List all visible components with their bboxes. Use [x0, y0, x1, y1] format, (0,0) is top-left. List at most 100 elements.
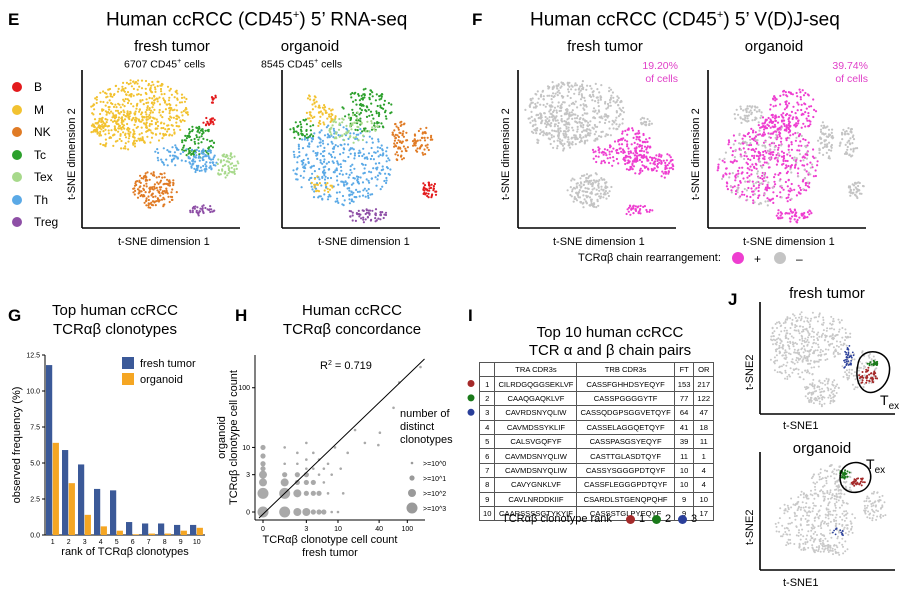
cell-point [413, 142, 416, 145]
cell-point [823, 379, 826, 382]
cell-point [582, 103, 585, 106]
cell-point [399, 155, 403, 158]
cell-point [639, 208, 642, 211]
cell-point [609, 156, 612, 159]
cell-point [104, 143, 107, 146]
cell-point [817, 395, 819, 398]
cell-point [816, 399, 819, 402]
cell-point [112, 114, 115, 117]
cell-point [310, 185, 313, 188]
cell-point [184, 106, 188, 110]
cell-point [757, 176, 760, 179]
cell-point [363, 96, 366, 99]
cell-point [811, 373, 814, 375]
cell-point [321, 162, 324, 165]
cell-point [788, 352, 790, 355]
cell-point [838, 144, 841, 147]
cell-point [812, 148, 815, 151]
cell-point [201, 205, 204, 208]
cell-point [782, 151, 785, 155]
y-tick-label: 10.0 [26, 389, 40, 396]
cell-point [804, 341, 806, 344]
cell-point [95, 101, 98, 105]
cell-point [144, 172, 147, 175]
cell-point [728, 176, 731, 179]
cluster-points [202, 116, 216, 127]
cell-point [789, 134, 792, 137]
cell-point [149, 141, 152, 144]
cell-point [330, 155, 333, 158]
panel-j-top-title: fresh tumor [789, 285, 865, 302]
cell-point [385, 117, 388, 120]
cell-point [368, 213, 371, 216]
scatter-point [322, 481, 326, 484]
cell-point [132, 140, 136, 143]
cell-point [211, 98, 214, 101]
cell-point [134, 189, 137, 192]
cell-point [763, 122, 766, 125]
cell-point [169, 154, 172, 157]
cell-point [561, 96, 564, 99]
cell-point [582, 86, 585, 89]
legend-minus-dot [774, 252, 786, 264]
cell-point [205, 161, 208, 164]
cell-point [364, 109, 367, 112]
cell-point [104, 133, 107, 136]
cell-point [808, 401, 811, 404]
scatter-point [296, 462, 299, 466]
cell-point [846, 378, 849, 381]
cell-point [737, 184, 740, 187]
cell-point [397, 128, 400, 131]
cell-point [796, 101, 799, 104]
cell-point [581, 114, 584, 117]
cell-point [582, 136, 585, 139]
cell-point [728, 141, 731, 144]
cell-point [104, 104, 107, 107]
cell-point [778, 172, 781, 175]
cell-point [328, 152, 331, 155]
cell-point [122, 124, 126, 127]
cell-point [731, 161, 734, 164]
cell-point [296, 178, 299, 181]
cell-point [390, 103, 393, 106]
cell-point [789, 375, 791, 378]
cell-point [210, 168, 213, 171]
cell-point [789, 114, 792, 117]
cell-point [204, 129, 207, 132]
cell-point [817, 346, 820, 349]
cell-point [162, 132, 165, 136]
cell-point [337, 183, 340, 186]
cell-point [141, 137, 144, 140]
cell-point [742, 177, 745, 180]
cell-point [754, 131, 757, 134]
cell-point [102, 130, 105, 133]
cell-point [321, 113, 324, 116]
cell-point [841, 365, 844, 368]
cell-point [806, 355, 808, 358]
cell-point [615, 100, 618, 103]
cell-point [350, 198, 353, 201]
cell-point [824, 139, 827, 142]
cell-point [722, 174, 725, 177]
cell-point [789, 220, 792, 223]
bar-fresh-tumor-7 [142, 523, 149, 535]
cell-point [628, 204, 632, 207]
cell-point [347, 113, 350, 116]
cell-point [772, 131, 775, 134]
cell-point [770, 114, 773, 117]
cell-point [797, 191, 800, 194]
cell-point [669, 160, 672, 163]
cell-point [583, 198, 586, 201]
cell-point [618, 123, 621, 126]
cell-point [316, 157, 319, 160]
cell-point [589, 204, 592, 207]
cell-point [747, 186, 750, 190]
cell-point [818, 313, 821, 316]
cell-point [137, 79, 140, 82]
cell-point [163, 172, 166, 175]
cell-point [800, 134, 803, 137]
cell-point [559, 109, 563, 112]
cell-point [182, 144, 186, 147]
cell-point [769, 108, 772, 111]
cell-point [99, 112, 102, 116]
